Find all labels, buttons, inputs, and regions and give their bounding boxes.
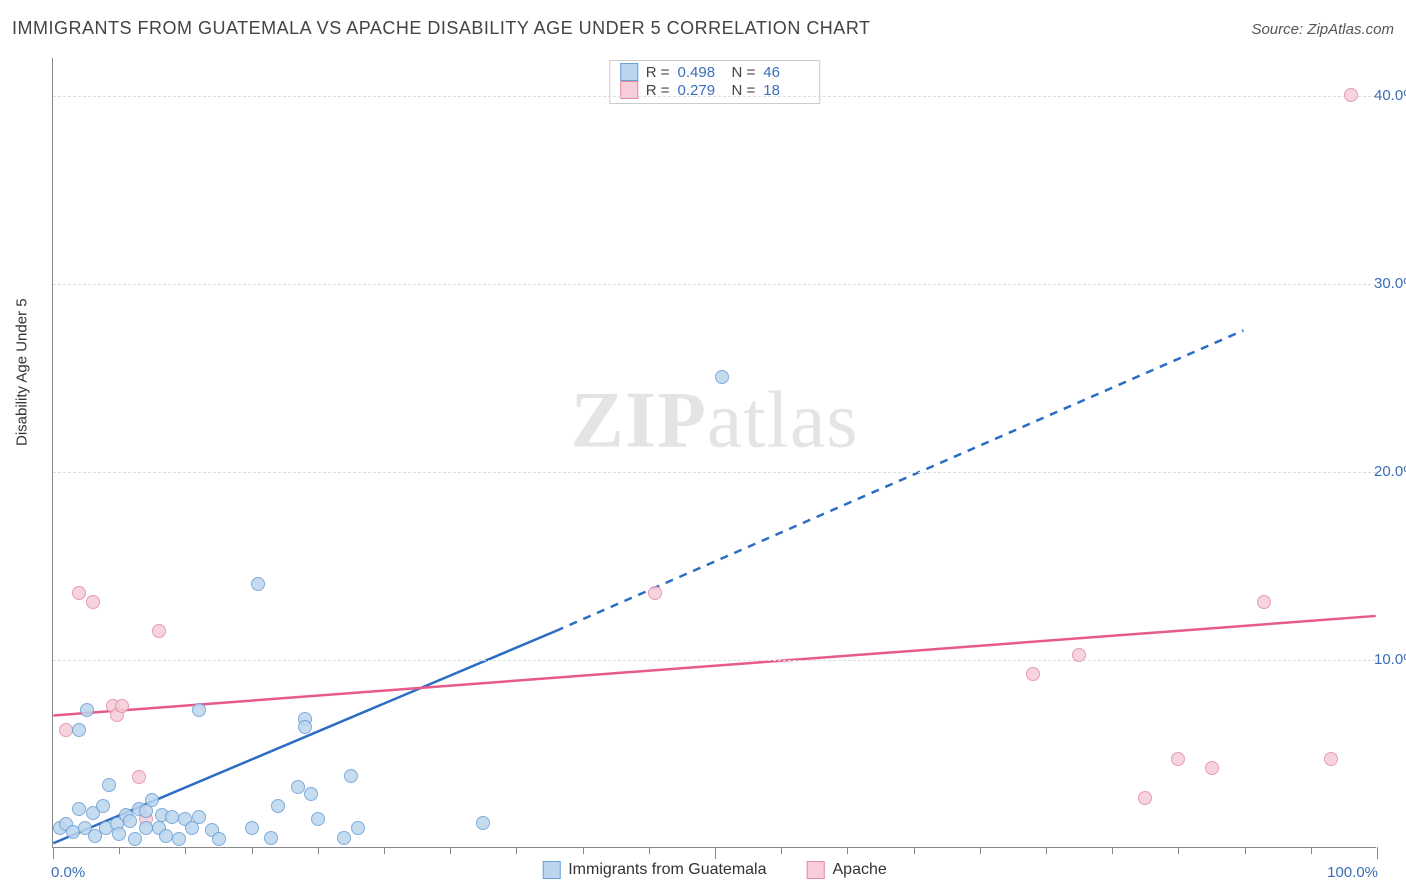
- point-a: [102, 778, 116, 792]
- x-tick: [318, 847, 319, 854]
- plot-area: ZIPatlas R = 0.498 N = 46 R = 0.279 N = …: [52, 58, 1376, 848]
- point-a: [96, 799, 110, 813]
- swatch-series-b-icon: [807, 861, 825, 879]
- watermark-bold: ZIP: [571, 376, 707, 464]
- point-a: [271, 799, 285, 813]
- y-axis-title: Disability Age Under 5: [14, 298, 31, 446]
- y-tick-label: 20.0%: [1374, 463, 1406, 480]
- legend-item-b: Apache: [807, 861, 887, 879]
- point-b: [1171, 752, 1185, 766]
- point-b: [1344, 88, 1358, 102]
- trend-lines: [53, 58, 1376, 847]
- point-a: [139, 821, 153, 835]
- x-tick: [252, 847, 253, 854]
- watermark: ZIPatlas: [571, 375, 859, 466]
- x-tick-label: 0.0%: [51, 864, 85, 881]
- point-a: [145, 793, 159, 807]
- point-a: [351, 821, 365, 835]
- y-tick-label: 30.0%: [1374, 275, 1406, 292]
- x-tick: [980, 847, 981, 854]
- n-label: N =: [732, 64, 756, 81]
- r-value-a: 0.498: [678, 64, 724, 81]
- gridline: [53, 660, 1376, 661]
- point-a: [112, 827, 126, 841]
- stats-box: R = 0.498 N = 46 R = 0.279 N = 18: [609, 60, 821, 104]
- point-b: [72, 586, 86, 600]
- point-a: [212, 832, 226, 846]
- gridline: [53, 472, 1376, 473]
- x-tick: [583, 847, 584, 854]
- point-a: [245, 821, 259, 835]
- x-tick: [450, 847, 451, 854]
- point-a: [172, 832, 186, 846]
- point-a: [291, 780, 305, 794]
- point-a: [80, 703, 94, 717]
- x-tick: [649, 847, 650, 854]
- y-tick-label: 40.0%: [1374, 87, 1406, 104]
- point-a: [304, 787, 318, 801]
- point-b: [1138, 791, 1152, 805]
- gridline: [53, 96, 1376, 97]
- x-tick: [1311, 847, 1312, 854]
- point-b: [152, 624, 166, 638]
- point-a: [192, 703, 206, 717]
- x-tick: [53, 847, 54, 859]
- chart-title: IMMIGRANTS FROM GUATEMALA VS APACHE DISA…: [12, 18, 871, 39]
- point-b: [1257, 595, 1271, 609]
- point-a: [298, 720, 312, 734]
- point-a: [159, 829, 173, 843]
- legend-item-a: Immigrants from Guatemala: [542, 861, 766, 879]
- bottom-legend: Immigrants from Guatemala Apache: [542, 861, 887, 879]
- swatch-series-a-icon: [542, 861, 560, 879]
- point-b: [86, 595, 100, 609]
- legend-label-a: Immigrants from Guatemala: [568, 861, 766, 879]
- x-tick: [1245, 847, 1246, 854]
- point-a: [251, 577, 265, 591]
- x-tick: [185, 847, 186, 854]
- source-label: Source: ZipAtlas.com: [1251, 21, 1394, 38]
- point-a: [123, 814, 137, 828]
- point-a: [128, 832, 142, 846]
- point-a: [344, 769, 358, 783]
- x-tick-label: 100.0%: [1327, 864, 1378, 881]
- x-tick: [1377, 847, 1378, 859]
- point-a: [311, 812, 325, 826]
- x-tick: [384, 847, 385, 854]
- legend-label-b: Apache: [833, 861, 887, 879]
- stats-row-a: R = 0.498 N = 46: [620, 63, 810, 81]
- x-tick: [715, 847, 716, 859]
- point-a: [192, 810, 206, 824]
- point-b: [1205, 761, 1219, 775]
- point-b: [132, 770, 146, 784]
- point-a: [72, 802, 86, 816]
- n-value-a: 46: [763, 64, 809, 81]
- point-b: [648, 586, 662, 600]
- x-tick: [914, 847, 915, 854]
- point-b: [1026, 667, 1040, 681]
- point-a: [715, 370, 729, 384]
- trend-line: [556, 330, 1244, 631]
- point-a: [337, 831, 351, 845]
- x-tick: [119, 847, 120, 854]
- r-label: R =: [646, 64, 670, 81]
- point-b: [115, 699, 129, 713]
- x-tick: [781, 847, 782, 854]
- point-a: [165, 810, 179, 824]
- point-a: [476, 816, 490, 830]
- x-tick: [1046, 847, 1047, 854]
- point-b: [1072, 648, 1086, 662]
- point-a: [72, 723, 86, 737]
- trend-line: [53, 616, 1375, 716]
- x-tick: [847, 847, 848, 854]
- point-b: [59, 723, 73, 737]
- swatch-series-a-icon: [620, 63, 638, 81]
- point-a: [264, 831, 278, 845]
- gridline: [53, 284, 1376, 285]
- y-tick-label: 10.0%: [1374, 651, 1406, 668]
- x-tick: [1112, 847, 1113, 854]
- watermark-light: atlas: [707, 376, 859, 464]
- point-b: [1324, 752, 1338, 766]
- x-tick: [1178, 847, 1179, 854]
- x-tick: [516, 847, 517, 854]
